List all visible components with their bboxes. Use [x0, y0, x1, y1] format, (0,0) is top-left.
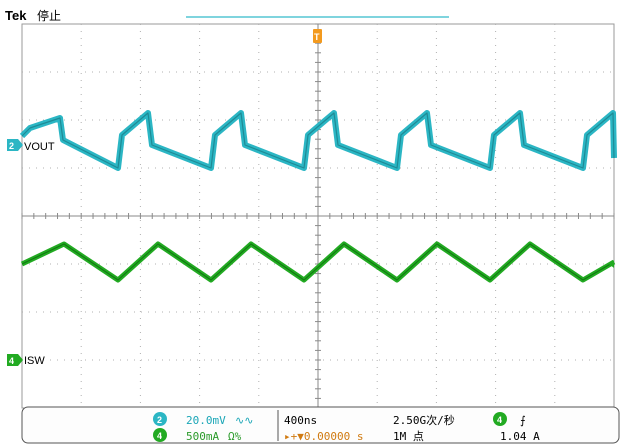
readout-panel: 2 20.0mV ∿∿ 4 500mA Ω% 400ns ▸+▼0.00000 …	[21, 406, 620, 444]
ch4-scale: 500mA	[186, 430, 219, 443]
ch2-marker[interactable]: 2	[7, 139, 23, 151]
trigger-level-readout[interactable]: 1.04 A	[500, 430, 540, 443]
brand-label: Tek	[5, 8, 27, 23]
ch2-readout-number: 2	[157, 415, 162, 425]
trigger-position-marker[interactable]: T	[313, 29, 322, 43]
ch4-label: ISW	[24, 355, 45, 367]
ch4-coupling: Ω%	[228, 430, 242, 443]
ch2-marker-number: 2	[9, 141, 14, 151]
ch2-waveform	[19, 110, 617, 171]
ch2-scale: 20.0mV	[186, 414, 226, 427]
trigger-source-readout[interactable]: 4	[493, 412, 507, 426]
sample-rate-readout: 2.50G次/秒	[393, 413, 455, 427]
trigger-marker-label: T	[314, 32, 320, 42]
ch4-scale-readout[interactable]: 4 500mA Ω%	[153, 428, 242, 443]
timebase-readout[interactable]: 400ns	[284, 414, 317, 427]
ch4-waveform	[20, 241, 616, 283]
ch4-readout-number: 4	[157, 431, 162, 441]
trigger-level-arrow[interactable]	[609, 260, 614, 268]
run-state-label: 停止	[37, 8, 61, 23]
trigger-source-number: 4	[497, 415, 502, 425]
trigger-position-readout[interactable]: ▸+▼0.00000 s	[284, 430, 363, 443]
ch2-label: VOUT	[24, 141, 55, 153]
ch2-coupling: ∿∿	[235, 414, 253, 427]
graticule-grid	[21, 23, 615, 409]
ch4-marker-number: 4	[9, 356, 14, 366]
trigger-slope-icon: ⨍	[520, 414, 526, 427]
ch4-marker[interactable]: 4	[7, 354, 23, 366]
record-length-readout: 1M 点	[393, 430, 424, 443]
ch2-scale-readout[interactable]: 2 20.0mV ∿∿	[153, 412, 253, 427]
